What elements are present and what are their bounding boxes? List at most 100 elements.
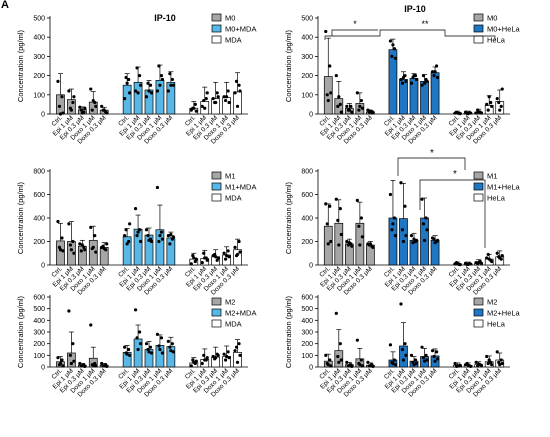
data-point xyxy=(388,192,393,197)
data-point xyxy=(336,104,340,108)
y-tick-label: 400 xyxy=(33,216,45,223)
data-point xyxy=(238,250,242,254)
chart-panel-4: Concentration (pg/ml)0200400600800Ctrl.E… xyxy=(284,148,521,297)
data-point xyxy=(486,361,490,366)
data-point xyxy=(216,95,220,99)
data-point xyxy=(388,39,393,43)
data-point xyxy=(157,64,161,68)
legend-label: M0+HeLa xyxy=(487,25,521,34)
data-point xyxy=(357,108,361,112)
data-point xyxy=(202,98,206,103)
data-point xyxy=(155,332,160,336)
data-point xyxy=(337,360,341,364)
data-point xyxy=(326,242,330,246)
data-point xyxy=(412,74,416,78)
data-point xyxy=(234,345,239,349)
data-point xyxy=(338,102,342,106)
data-point xyxy=(371,110,375,114)
data-point xyxy=(466,262,470,267)
data-point xyxy=(420,83,424,87)
data-point xyxy=(392,358,397,362)
data-point xyxy=(211,97,215,101)
data-point xyxy=(324,202,328,206)
data-point xyxy=(78,361,82,366)
data-point xyxy=(83,106,87,110)
y-tick-label: 600 xyxy=(33,295,45,302)
data-point xyxy=(147,238,151,242)
data-point xyxy=(474,111,478,115)
data-point xyxy=(56,356,60,360)
data-point xyxy=(56,219,60,224)
data-point xyxy=(135,234,139,238)
data-point xyxy=(205,258,209,262)
data-point xyxy=(57,104,62,108)
data-point xyxy=(420,345,424,349)
data-point xyxy=(345,104,349,108)
data-point xyxy=(469,262,473,266)
data-point xyxy=(422,359,427,363)
data-point xyxy=(138,342,143,346)
y-tick-label: 0 xyxy=(309,365,313,372)
significance-star: * xyxy=(453,169,457,180)
data-point xyxy=(495,97,499,101)
data-point xyxy=(435,75,440,80)
data-point xyxy=(392,47,397,51)
data-point xyxy=(200,361,204,366)
data-point xyxy=(339,358,343,362)
data-point xyxy=(158,83,162,87)
data-point xyxy=(399,302,403,306)
data-point xyxy=(358,243,362,247)
data-point xyxy=(424,353,428,357)
data-point xyxy=(371,245,375,249)
chart-panel-6: Concentration (pg/ml) 0 100 200 300 400 500 600… xyxy=(284,295,521,399)
data-point xyxy=(133,308,138,312)
y-tick-label: 200 xyxy=(301,341,313,348)
data-point xyxy=(124,228,128,232)
data-point xyxy=(148,345,153,349)
data-point xyxy=(466,363,470,367)
data-point xyxy=(357,224,361,228)
data-point xyxy=(102,246,106,251)
chart-title: IP-10 xyxy=(154,13,176,23)
data-point xyxy=(487,95,491,99)
data-point xyxy=(123,97,127,101)
data-point xyxy=(433,241,437,245)
data-point xyxy=(477,362,481,366)
data-point xyxy=(100,104,104,108)
data-point xyxy=(237,83,241,87)
significance-star: ** xyxy=(421,19,429,29)
data-point xyxy=(125,81,129,85)
legend-swatch xyxy=(473,193,484,202)
data-point xyxy=(133,89,138,93)
data-point xyxy=(80,364,84,368)
data-point xyxy=(155,185,160,190)
data-point xyxy=(371,364,375,369)
data-point xyxy=(79,108,83,112)
data-point xyxy=(205,91,209,95)
data-point xyxy=(226,89,230,93)
data-point xyxy=(391,43,395,47)
data-point xyxy=(149,239,154,244)
bar xyxy=(56,94,65,115)
data-point xyxy=(225,254,229,258)
data-point xyxy=(390,228,394,232)
data-point xyxy=(170,342,174,346)
significance-bracket xyxy=(419,179,486,248)
legend-label: M2 xyxy=(225,298,235,307)
data-point xyxy=(202,251,206,255)
data-point xyxy=(324,353,328,357)
bar xyxy=(166,81,176,115)
data-point xyxy=(91,363,95,367)
y-tick-label: 800 xyxy=(33,169,45,176)
data-point xyxy=(214,100,218,105)
legend-swatch xyxy=(211,182,222,191)
data-point xyxy=(71,100,75,105)
legend-swatch xyxy=(211,35,222,44)
data-point xyxy=(421,222,426,226)
data-point xyxy=(392,216,397,220)
data-point xyxy=(133,207,138,211)
data-point xyxy=(91,98,95,103)
y-tick-label: 300 xyxy=(33,54,45,61)
data-point xyxy=(61,364,65,368)
legend-swatch xyxy=(473,182,484,191)
